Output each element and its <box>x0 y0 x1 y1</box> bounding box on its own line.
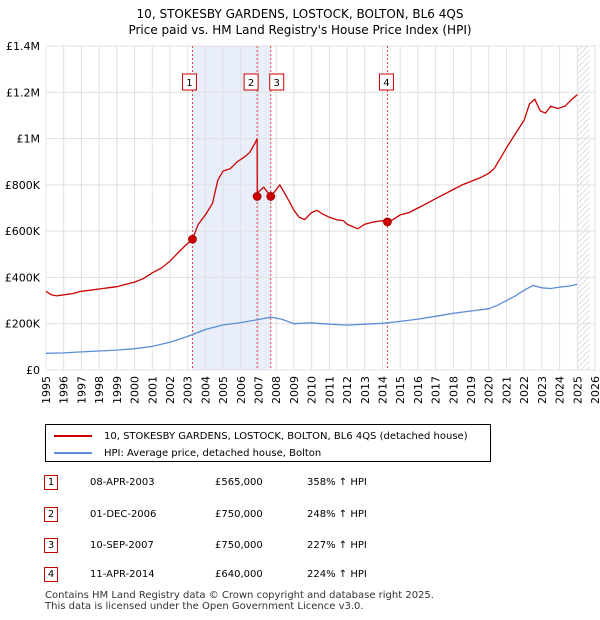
y-tick-label: £400K <box>5 271 41 284</box>
sale-point <box>252 192 262 201</box>
sale-marker-badge: 1 <box>44 475 58 490</box>
forecast-region <box>577 46 590 370</box>
sale-badge-label: 2 <box>248 78 254 89</box>
x-tick-label: 2007 <box>253 376 266 404</box>
sale-badge-label: 1 <box>186 78 192 89</box>
sale-price: £750,000 <box>215 540 263 551</box>
sale-price: £640,000 <box>215 569 263 580</box>
sale-badge-box <box>243 73 259 91</box>
sale-hpi-change: 358% ↑ HPI <box>307 477 367 488</box>
x-tick-label: 2004 <box>199 376 212 404</box>
sale-badge-box <box>378 73 394 91</box>
sale-marker-badge: 4 <box>44 567 58 582</box>
x-tick-label: 2023 <box>536 376 549 404</box>
y-tick-label: £800K <box>5 179 41 192</box>
sale-badge-box <box>269 73 285 91</box>
y-tick-label: £1.4M <box>6 40 40 53</box>
sale-hpi-change: 227% ↑ HPI <box>307 540 367 551</box>
y-tick-label: £1M <box>17 133 41 146</box>
legend-item-hpi: HPI: Average price, detached house, Bolt… <box>54 446 321 460</box>
footer-copyright: Contains HM Land Registry data © Crown c… <box>45 590 434 601</box>
x-tick-label: 2015 <box>394 376 407 404</box>
sale-badge-box <box>181 73 197 91</box>
x-tick-label: 1995 <box>40 376 53 404</box>
sale-point <box>188 234 197 244</box>
x-tick-label: 2026 <box>589 376 600 404</box>
x-tick-label: 2001 <box>146 376 159 404</box>
x-tick-label: 2017 <box>430 376 443 404</box>
x-tick-label: 2011 <box>323 376 336 404</box>
y-tick-label: £600K <box>5 225 41 238</box>
sale-marker-badge: 3 <box>44 538 58 553</box>
x-tick-label: 2025 <box>571 376 584 404</box>
x-tick-label: 2006 <box>235 376 248 404</box>
sale-date: 11-APR-2014 <box>90 569 155 580</box>
y-tick-label: £200K <box>5 318 41 331</box>
x-tick-label: 2021 <box>500 376 513 404</box>
x-tick-label: 2024 <box>554 376 567 404</box>
sale-date: 10-SEP-2007 <box>90 540 154 551</box>
chart-title-line-2: Price paid vs. HM Land Registry's House … <box>128 23 472 37</box>
sale-price: £565,000 <box>215 477 263 488</box>
x-tick-label: 2018 <box>447 376 460 404</box>
sale-hpi-change: 248% ↑ HPI <box>307 509 367 520</box>
x-tick-label: 2002 <box>164 376 177 404</box>
sale-badge-label: 4 <box>383 78 389 89</box>
x-tick-label: 2012 <box>341 376 354 404</box>
sale-point <box>383 217 392 227</box>
sale-date: 08-APR-2003 <box>90 477 155 488</box>
plot-area <box>45 45 596 371</box>
property-price-line <box>45 94 578 297</box>
sale-row: 1 08-APR-2003 £565,000 358% ↑ HPI <box>0 475 600 493</box>
x-tick-label: 2003 <box>182 376 195 404</box>
legend-label-property: 10, STOKESBY GARDENS, LOSTOCK, BOLTON, B… <box>104 430 468 442</box>
x-tick-label: 1997 <box>75 376 88 404</box>
x-tick-label: 2020 <box>483 376 496 404</box>
sale-row: 4 11-APR-2014 £640,000 224% ↑ HPI <box>0 567 600 585</box>
hpi-line <box>45 283 578 354</box>
sale-hpi-change: 224% ↑ HPI <box>307 569 367 580</box>
chart-title: 10, STOKESBY GARDENS, LOSTOCK, BOLTON, B… <box>0 6 600 38</box>
x-tick-label: 2022 <box>518 376 531 404</box>
x-tick-label: 2016 <box>412 376 425 404</box>
x-tick-label: 2010 <box>306 376 319 404</box>
sale-point <box>266 192 276 201</box>
price-chart: £0 £200K £400K £600K £800K £1M £1.2M £1.4M 1995 1… <box>5 40 600 404</box>
x-tick-label: 2019 <box>465 376 478 404</box>
sale-row: 2 01-DEC-2006 £750,000 248% ↑ HPI <box>0 507 600 525</box>
legend-swatch-hpi <box>54 452 92 454</box>
x-tick-label: 2008 <box>270 376 283 404</box>
footer-licence: This data is licensed under the Open Gov… <box>45 601 364 612</box>
x-tick-label: 2014 <box>376 376 389 404</box>
legend-item-property: 10, STOKESBY GARDENS, LOSTOCK, BOLTON, B… <box>54 429 468 443</box>
footer-attribution: Contains HM Land Registry data © Crown c… <box>45 590 434 612</box>
chart-title-line-1: 10, STOKESBY GARDENS, LOSTOCK, BOLTON, B… <box>136 7 464 21</box>
sale-date: 01-DEC-2006 <box>90 509 157 520</box>
sale-row: 3 10-SEP-2007 £750,000 227% ↑ HPI <box>0 538 600 556</box>
legend-swatch-property <box>54 435 92 437</box>
legend-label-hpi: HPI: Average price, detached house, Bolt… <box>104 447 322 459</box>
x-tick-label: 2009 <box>288 376 301 404</box>
sale-badge-label: 3 <box>274 78 280 89</box>
x-tick-label: 1999 <box>111 376 124 404</box>
x-tick-label: 2000 <box>129 376 142 404</box>
sale-marker-badge: 2 <box>44 507 58 522</box>
x-tick-label: 2005 <box>217 376 230 404</box>
chart-legend: 10, STOKESBY GARDENS, LOSTOCK, BOLTON, B… <box>45 424 491 462</box>
y-tick-label: £0 <box>26 364 40 377</box>
sale-price: £750,000 <box>215 509 263 520</box>
x-tick-label: 1996 <box>58 376 71 404</box>
x-tick-label: 1998 <box>93 376 106 404</box>
y-tick-label: £1.2M <box>6 86 40 99</box>
x-tick-label: 2013 <box>359 376 372 404</box>
